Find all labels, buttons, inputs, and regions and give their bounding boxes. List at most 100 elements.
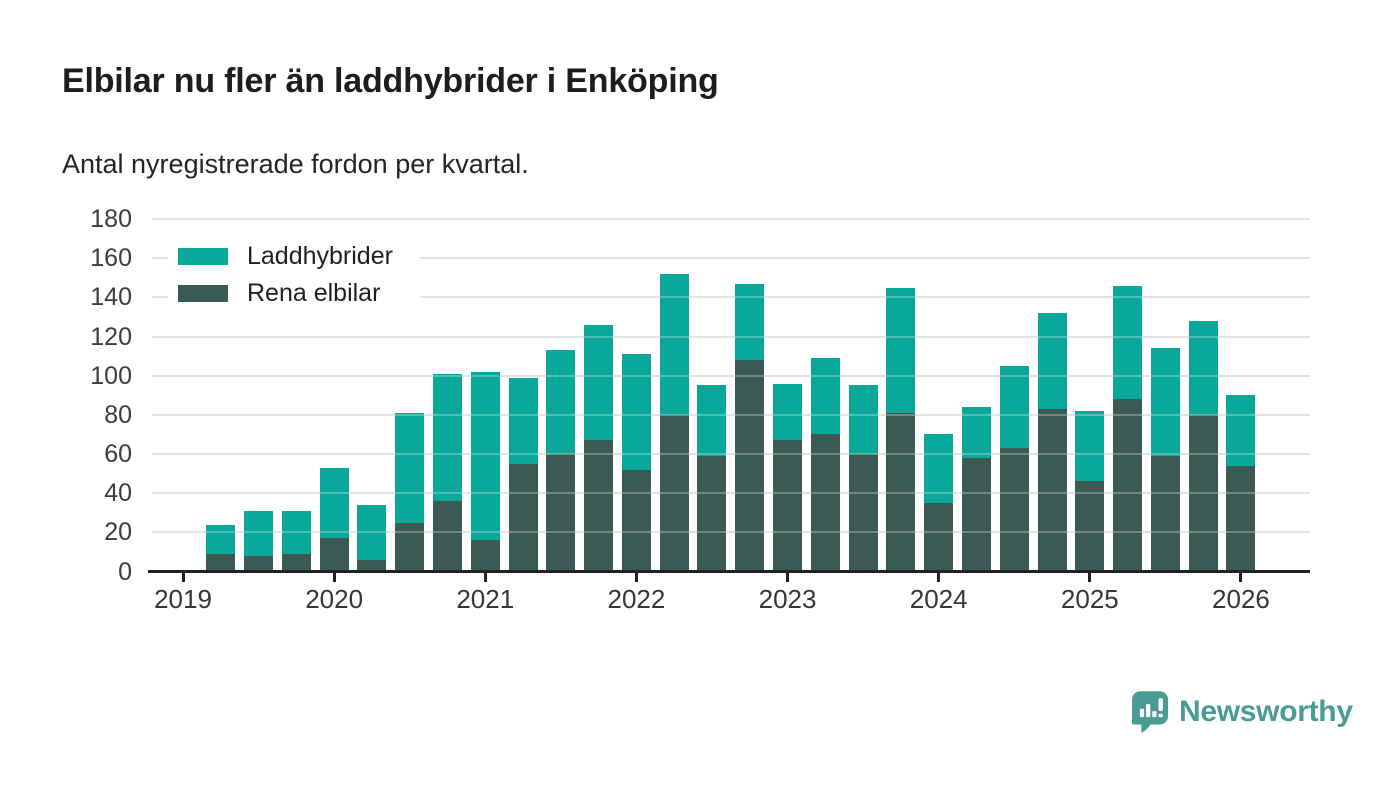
bar-2023-q1-laddhybrider [773, 383, 803, 441]
gridline-y140 [152, 296, 1310, 299]
x-axis-tick-label: 2019 [154, 584, 212, 614]
y-axis-tick-label: 100 [90, 361, 132, 390]
gridline-overlay [152, 453, 1310, 455]
gridline-y180 [152, 218, 1310, 220]
bar-2022-q2-laddhybrider [659, 273, 689, 415]
x-axis-tick-label: 2024 [909, 584, 968, 614]
bar-2020-q1-rena-elbilar [319, 538, 349, 572]
bar-2022-q1-rena-elbilar [621, 469, 651, 572]
bar-2020-q1-laddhybrider [319, 467, 349, 539]
bar-2024-q4-rena-elbilar [1037, 408, 1067, 572]
bar-2022-q3-rena-elbilar [697, 455, 727, 572]
x-axis-line [148, 570, 1310, 573]
bar-2023-q3-rena-elbilar [848, 454, 878, 572]
bar-2022-q3-laddhybrider [697, 385, 727, 456]
bar-2019-q4-rena-elbilar [281, 553, 311, 572]
chart-legend: Laddhybrider Rena elbilar [168, 238, 420, 314]
y-axis-tick-label: 0 [118, 557, 132, 586]
legend-swatch-rena-elbilar [178, 285, 228, 302]
bar-2022-q4-laddhybrider [735, 283, 765, 360]
bar-2020-q2-laddhybrider [357, 504, 387, 560]
bar-2021-q4-laddhybrider [584, 324, 614, 441]
bar-2024-q3-rena-elbilar [999, 448, 1029, 572]
bar-2023-q4-rena-elbilar [886, 412, 916, 572]
bar-2025-q4-rena-elbilar [1188, 414, 1218, 572]
bar-chart-speech-bubble-icon [1132, 691, 1169, 733]
gridline-y120 [152, 335, 1310, 338]
chart-subtitle: Antal nyregistrerade fordon per kvartal. [62, 149, 529, 179]
x-axis-tick [181, 573, 185, 582]
x-axis-tick-label: 2026 [1212, 584, 1270, 614]
y-axis-tick-label: 160 [90, 244, 132, 273]
gridline-overlay [152, 257, 1310, 260]
y-axis-tick-label: 20 [104, 518, 132, 547]
bar-2024-q3-laddhybrider [999, 365, 1029, 449]
x-axis-tick-label: 2021 [456, 584, 515, 614]
x-axis-tick-label: 2025 [1060, 584, 1119, 614]
gridline-y60 [152, 453, 1310, 455]
x-axis-tick [332, 573, 336, 582]
bar-2020-q4-laddhybrider [432, 373, 462, 501]
bar-2025-q2-laddhybrider [1113, 285, 1143, 400]
gridline-overlay [152, 492, 1310, 495]
bar-2025-q2-rena-elbilar [1113, 399, 1143, 572]
bar-2025-q3-laddhybrider [1150, 348, 1180, 456]
bar-2020-q4-rena-elbilar [432, 501, 462, 572]
newsworthy-logo: Newsworthy [1132, 690, 1353, 735]
bar-2021-q4-rena-elbilar [584, 440, 614, 572]
brand-name: Newsworthy [1179, 695, 1353, 728]
bar-2019-q3-laddhybrider [244, 510, 274, 556]
bar-2022-q4-rena-elbilar [735, 360, 765, 572]
bar-2021-q1-rena-elbilar [470, 540, 500, 572]
bar-2024-q1-laddhybrider [924, 434, 954, 503]
bar-2022-q2-rena-elbilar [659, 414, 689, 572]
x-axis-tick-label: 2022 [607, 584, 666, 614]
y-axis-tick-label: 140 [90, 283, 132, 312]
bar-2025-q3-rena-elbilar [1150, 455, 1180, 572]
gridline-overlay [152, 335, 1310, 338]
bar-2023-q4-laddhybrider [886, 287, 916, 413]
legend-item-rena-elbilar: Rena elbilar [178, 279, 420, 308]
gridline-y80 [152, 413, 1310, 416]
bar-2019-q2-laddhybrider [206, 524, 236, 554]
bar-2020-q3-rena-elbilar [395, 522, 425, 572]
bar-2023-q2-rena-elbilar [810, 434, 840, 572]
bar-2023-q1-rena-elbilar [773, 440, 803, 572]
bar-2024-q2-laddhybrider [961, 407, 991, 458]
y-axis-tick-label: 80 [104, 400, 132, 429]
bar-2021-q1-laddhybrider [470, 371, 500, 541]
bar-2019-q3-rena-elbilar [244, 555, 274, 572]
x-axis-tick [483, 573, 487, 582]
x-axis-tick [937, 573, 941, 582]
bar-2023-q2-laddhybrider [810, 358, 840, 435]
y-axis-tick-label: 60 [104, 440, 132, 468]
bar-2025-q4-laddhybrider [1188, 320, 1218, 415]
y-axis-tick-label: 120 [90, 322, 132, 351]
bar-2026-q1-laddhybrider [1226, 395, 1256, 466]
bar-2024-q4-laddhybrider [1037, 313, 1067, 409]
gridline-y40 [152, 492, 1310, 495]
gridline-y160 [152, 257, 1310, 260]
y-axis-tick-label: 40 [104, 479, 132, 508]
gridline-y20 [152, 531, 1310, 534]
x-axis-tick-label: 2023 [758, 584, 817, 614]
y-axis-tick-label: 180 [90, 205, 132, 233]
page-title: Elbilar nu fler än laddhybrider i Enköpi… [62, 62, 719, 100]
x-axis-tick [1239, 573, 1243, 582]
legend-item-laddhybrider: Laddhybrider [178, 242, 420, 271]
bar-2020-q2-rena-elbilar [357, 559, 387, 572]
bar-2021-q3-rena-elbilar [546, 454, 576, 572]
x-axis-tick [634, 573, 638, 582]
bar-2021-q2-laddhybrider [508, 377, 538, 464]
gridline-overlay [152, 218, 1310, 220]
x-axis-tick [786, 573, 790, 582]
bar-2024-q2-rena-elbilar [961, 457, 991, 572]
bar-2020-q3-laddhybrider [395, 412, 425, 523]
gridline-overlay [152, 531, 1310, 534]
bar-2019-q4-laddhybrider [281, 510, 311, 554]
bar-2021-q3-laddhybrider [546, 350, 576, 454]
legend-label: Rena elbilar [247, 279, 381, 307]
legend-swatch-laddhybrider [178, 248, 228, 265]
bar-2026-q1-rena-elbilar [1226, 465, 1256, 572]
